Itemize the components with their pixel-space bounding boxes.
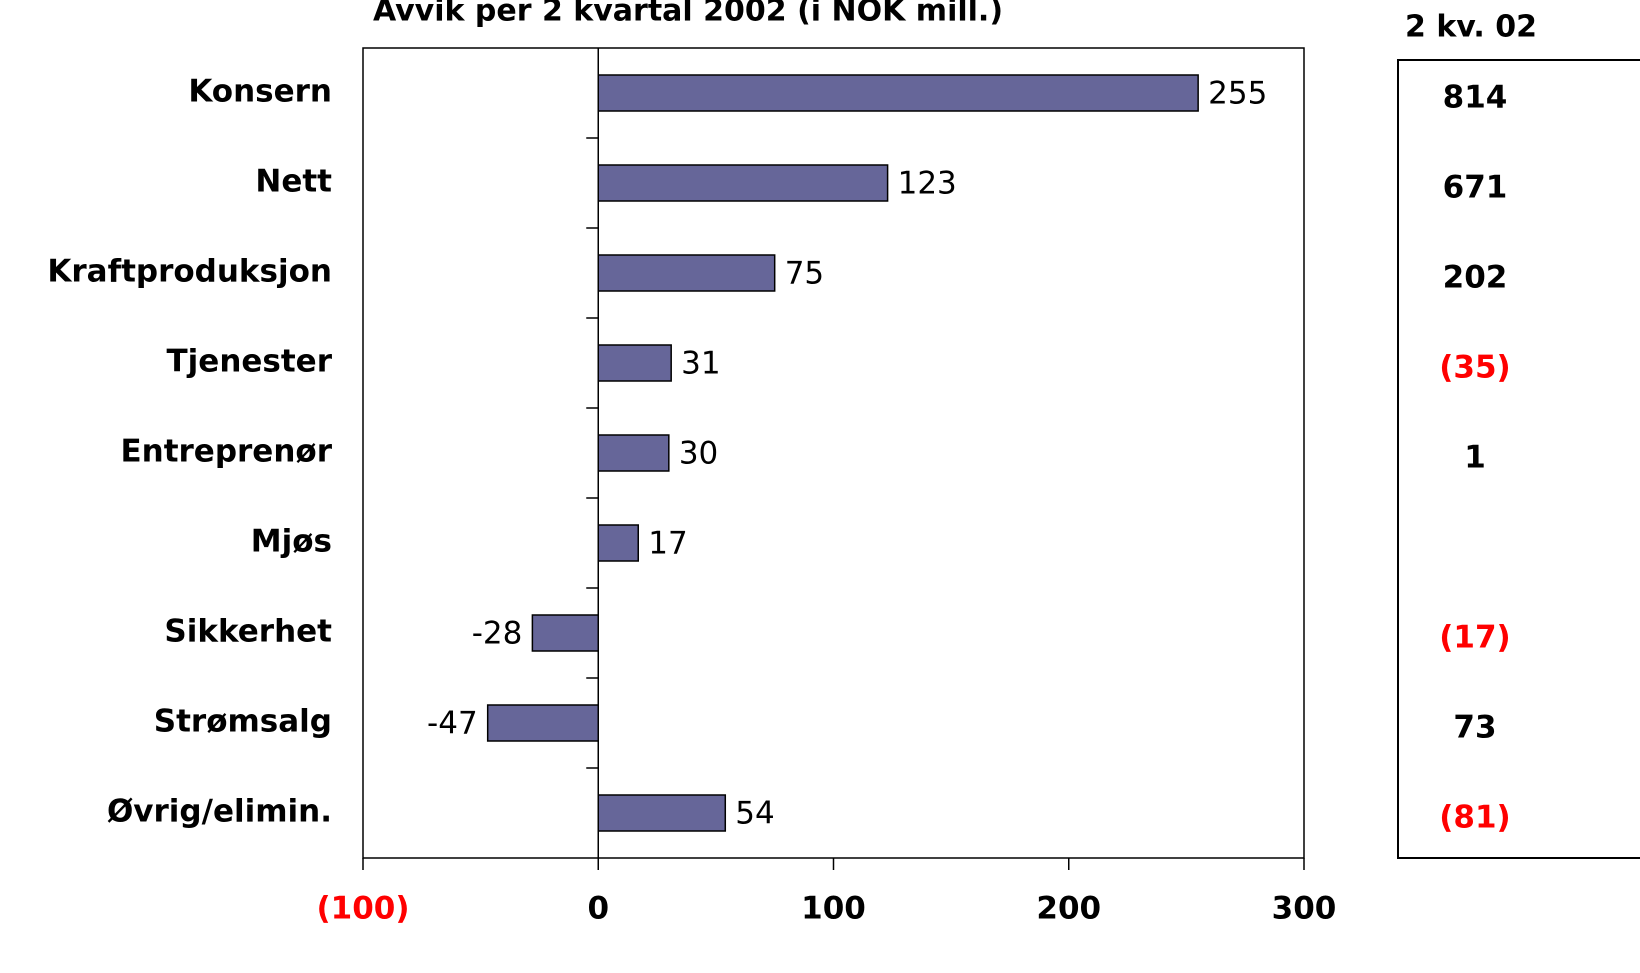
table-value: 814	[1443, 80, 1508, 116]
category-label: Tjenester	[167, 344, 333, 380]
value-label: 75	[785, 256, 824, 292]
value-label: 17	[648, 526, 687, 562]
bar	[597, 794, 727, 832]
category-label: Entreprenør	[120, 434, 332, 470]
value-label: 255	[1208, 76, 1267, 112]
category-label: Kraftproduksjon	[47, 254, 332, 290]
value-label: -47	[427, 706, 478, 742]
table-frame	[1397, 59, 1640, 859]
category-label: Strømsalg	[154, 704, 332, 740]
table-value: 202	[1443, 260, 1508, 296]
value-label: 31	[681, 346, 720, 382]
x-tick-label: 0	[587, 891, 609, 927]
x-tick-label: 300	[1272, 891, 1337, 927]
category-label: Mjøs	[251, 524, 332, 560]
chart-title: Avvik per 2 kvartal 2002 (i NOK mill.)	[373, 0, 1003, 29]
value-label: -28	[472, 616, 523, 652]
x-tick-label: 200	[1036, 891, 1101, 927]
category-label: Nett	[255, 164, 332, 200]
bar	[597, 74, 1199, 112]
bar	[597, 344, 672, 382]
table-value: 73	[1453, 710, 1496, 746]
bar	[597, 164, 889, 202]
x-tick-label: (100)	[316, 891, 409, 927]
value-label: 30	[679, 436, 718, 472]
value-label: 123	[898, 166, 957, 202]
table-value: (35)	[1439, 350, 1510, 386]
category-label: Sikkerhet	[164, 614, 332, 650]
bar	[597, 254, 776, 292]
value-label: 54	[735, 796, 774, 832]
bar	[486, 704, 599, 742]
table-header: 2 kv. 02	[1405, 10, 1537, 45]
table-value: (81)	[1439, 800, 1510, 836]
bar	[531, 614, 600, 652]
bar	[597, 524, 639, 562]
table-value: (17)	[1439, 620, 1510, 656]
category-label: Konsern	[188, 74, 332, 110]
category-label: Øvrig/elimin.	[107, 794, 332, 830]
bar	[597, 434, 670, 472]
table-value: 1	[1464, 440, 1486, 476]
table-value: 671	[1443, 170, 1508, 206]
x-tick-label: 100	[801, 891, 866, 927]
